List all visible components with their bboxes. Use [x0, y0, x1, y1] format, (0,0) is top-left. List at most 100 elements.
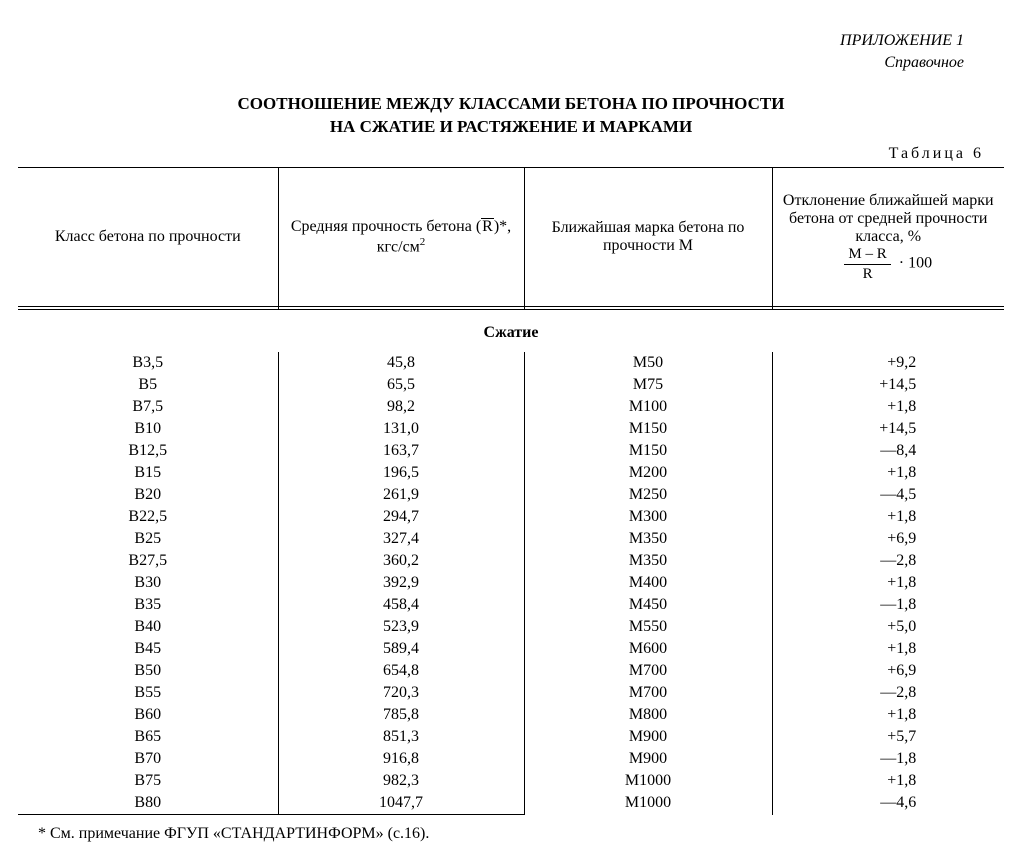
cell-class: В65	[18, 726, 278, 748]
table-head: Класс бетона по прочности Средняя прочно…	[18, 168, 1004, 310]
cell-strength: 360,2	[278, 550, 524, 572]
cell-mark: М350	[524, 550, 772, 572]
table-number: Таблица 6	[18, 145, 1004, 163]
cell-strength: 45,8	[278, 352, 524, 374]
cell-mark: М550	[524, 616, 772, 638]
c4-text: Отклонение ближайшей марки бетона от сре…	[783, 192, 994, 245]
c2-pre: Средняя прочность бетона (	[291, 218, 481, 235]
table-row: В27,5360,2М350—2,8	[18, 550, 1004, 572]
cell-deviation: +5,0	[772, 616, 1004, 638]
appendix-line2: Справочное	[884, 54, 964, 71]
cell-mark: М300	[524, 506, 772, 528]
table-row: В15196,5М200+1,8	[18, 462, 1004, 484]
cell-strength: 131,0	[278, 418, 524, 440]
cell-strength: 720,3	[278, 682, 524, 704]
cell-deviation: —1,8	[772, 594, 1004, 616]
col-header-strength: Средняя прочность бетона (R)*, кгс/см2	[278, 168, 524, 307]
table-row: В70916,8М900—1,8	[18, 748, 1004, 770]
cell-class: В25	[18, 528, 278, 550]
cell-deviation: —1,8	[772, 748, 1004, 770]
fraction-denominator: R	[844, 265, 890, 283]
cell-class: В35	[18, 594, 278, 616]
cell-strength: 261,9	[278, 484, 524, 506]
cell-deviation: +1,8	[772, 506, 1004, 528]
cell-deviation: +1,8	[772, 704, 1004, 726]
cell-deviation: +14,5	[772, 374, 1004, 396]
cell-deviation: +9,2	[772, 352, 1004, 374]
cell-class: В3,5	[18, 352, 278, 374]
cell-class: В55	[18, 682, 278, 704]
cell-class: В70	[18, 748, 278, 770]
cell-class: В75	[18, 770, 278, 792]
cell-deviation: —4,5	[772, 484, 1004, 506]
cell-mark: М200	[524, 462, 772, 484]
cell-deviation: +6,9	[772, 528, 1004, 550]
cell-mark: М700	[524, 660, 772, 682]
cell-deviation: +1,8	[772, 770, 1004, 792]
cell-strength: 458,4	[278, 594, 524, 616]
cell-strength: 523,9	[278, 616, 524, 638]
cell-mark: М100	[524, 396, 772, 418]
cell-strength: 1047,7	[278, 792, 524, 815]
table-row: В75982,3М1000+1,8	[18, 770, 1004, 792]
cell-mark: М350	[524, 528, 772, 550]
table-row: В801047,7М1000—4,6	[18, 792, 1004, 815]
footnote: * См. примечание ФГУП «СТАНДАРТИНФОРМ» (…	[18, 825, 1004, 843]
title-line2: НА СЖАТИЕ И РАСТЯЖЕНИЕ И МАРКАМИ	[330, 117, 692, 136]
cell-deviation: +1,8	[772, 638, 1004, 660]
cell-class: В7,5	[18, 396, 278, 418]
table-row: В40523,9М550+5,0	[18, 616, 1004, 638]
cell-deviation: —2,8	[772, 682, 1004, 704]
table-row: В45589,4М600+1,8	[18, 638, 1004, 660]
cell-strength: 98,2	[278, 396, 524, 418]
cell-strength: 654,8	[278, 660, 524, 682]
cell-strength: 294,7	[278, 506, 524, 528]
cell-mark: М700	[524, 682, 772, 704]
section-header: Сжатие	[18, 310, 1004, 353]
cell-class: В10	[18, 418, 278, 440]
cell-class: В20	[18, 484, 278, 506]
cell-deviation: +6,9	[772, 660, 1004, 682]
fraction-numerator: M – R	[844, 246, 890, 265]
cell-mark: М75	[524, 374, 772, 396]
c4-mult: · 100	[899, 255, 932, 272]
cell-class: В80	[18, 792, 278, 815]
table-row: В55720,3М700—2,8	[18, 682, 1004, 704]
cell-mark: М900	[524, 748, 772, 770]
table-row: В3,545,8М50+9,2	[18, 352, 1004, 374]
cell-mark: М150	[524, 418, 772, 440]
table-row: В60785,8М800+1,8	[18, 704, 1004, 726]
cell-deviation: +1,8	[772, 462, 1004, 484]
cell-class: В15	[18, 462, 278, 484]
cell-strength: 392,9	[278, 572, 524, 594]
cell-strength: 327,4	[278, 528, 524, 550]
cell-deviation: +5,7	[772, 726, 1004, 748]
cell-deviation: +14,5	[772, 418, 1004, 440]
cell-strength: 785,8	[278, 704, 524, 726]
cell-strength: 163,7	[278, 440, 524, 462]
table-row: В12,5163,7М150—8,4	[18, 440, 1004, 462]
cell-strength: 916,8	[278, 748, 524, 770]
cell-class: В45	[18, 638, 278, 660]
cell-class: В30	[18, 572, 278, 594]
col-header-deviation: Отклонение ближайшей марки бетона от сре…	[772, 168, 1004, 307]
cell-class: В60	[18, 704, 278, 726]
cell-mark: М250	[524, 484, 772, 506]
cell-class: В27,5	[18, 550, 278, 572]
cell-mark: М900	[524, 726, 772, 748]
cell-mark: М1000	[524, 770, 772, 792]
table-body: Сжатие В3,545,8М50+9,2В565,5М75+14,5В7,5…	[18, 310, 1004, 815]
cell-deviation: +1,8	[772, 572, 1004, 594]
cell-strength: 65,5	[278, 374, 524, 396]
cell-deviation: —4,6	[772, 792, 1004, 815]
table-row: В7,598,2М100+1,8	[18, 396, 1004, 418]
cell-strength: 982,3	[278, 770, 524, 792]
cell-mark: М150	[524, 440, 772, 462]
table-row: В565,5М75+14,5	[18, 374, 1004, 396]
cell-strength: 589,4	[278, 638, 524, 660]
cell-strength: 851,3	[278, 726, 524, 748]
main-title: СООТНОШЕНИЕ МЕЖДУ КЛАССАМИ БЕТОНА ПО ПРО…	[18, 93, 1004, 139]
table-row: В10131,0М150+14,5	[18, 418, 1004, 440]
c2-sup: 2	[420, 236, 426, 248]
cell-class: В22,5	[18, 506, 278, 528]
